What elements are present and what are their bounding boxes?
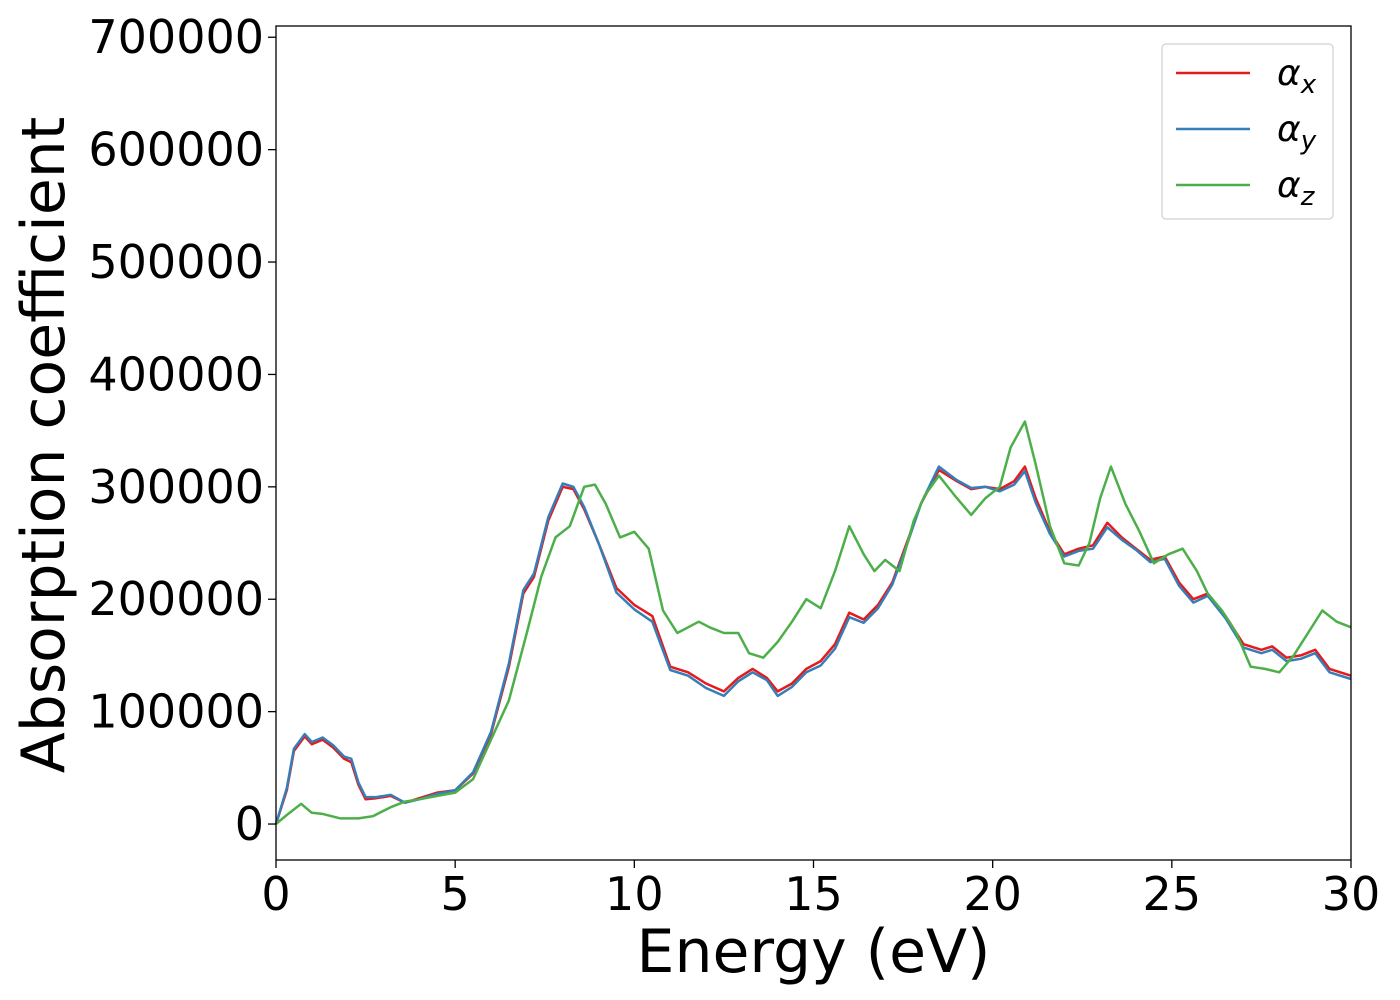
legend-label-y: αy: [1277, 109, 1317, 156]
y-tick-label: 500000: [88, 235, 264, 289]
legend-label-x: αx: [1277, 53, 1317, 100]
axis-ticks: 0 5 10 15 20 25 30 0 100000 200000 300000 400000 500…: [88, 10, 1380, 921]
y-tick-label: 700000: [88, 10, 264, 64]
plot-lines: [274, 420, 1352, 825]
y-tick-label: 200000: [88, 572, 264, 626]
series-line-z: [275, 420, 1352, 825]
x-tick-label: 20: [963, 867, 1022, 921]
legend-box: [1161, 43, 1334, 220]
x-tick-label: 0: [261, 867, 290, 921]
x-tick-label: 10: [605, 867, 664, 921]
x-tick-label: 30: [1322, 867, 1381, 921]
legend: αx αy αz: [1161, 43, 1334, 220]
y-tick-label: 600000: [88, 123, 264, 177]
x-axis-label: Energy (eV): [637, 917, 991, 987]
y-tick-label: 0: [235, 797, 264, 851]
x-tick-label: 15: [784, 867, 843, 921]
series-line-x: [274, 465, 1352, 825]
y-tick-label: 100000: [88, 685, 264, 739]
series-line-y: [274, 465, 1352, 825]
y-axis-label: Absorption coefficient: [9, 117, 79, 774]
y-tick-label: 300000: [88, 460, 264, 514]
y-tick-label: 400000: [88, 347, 264, 401]
legend-label-z: αz: [1277, 165, 1316, 212]
x-tick-label: 5: [441, 867, 470, 921]
x-tick-label: 25: [1143, 867, 1202, 921]
